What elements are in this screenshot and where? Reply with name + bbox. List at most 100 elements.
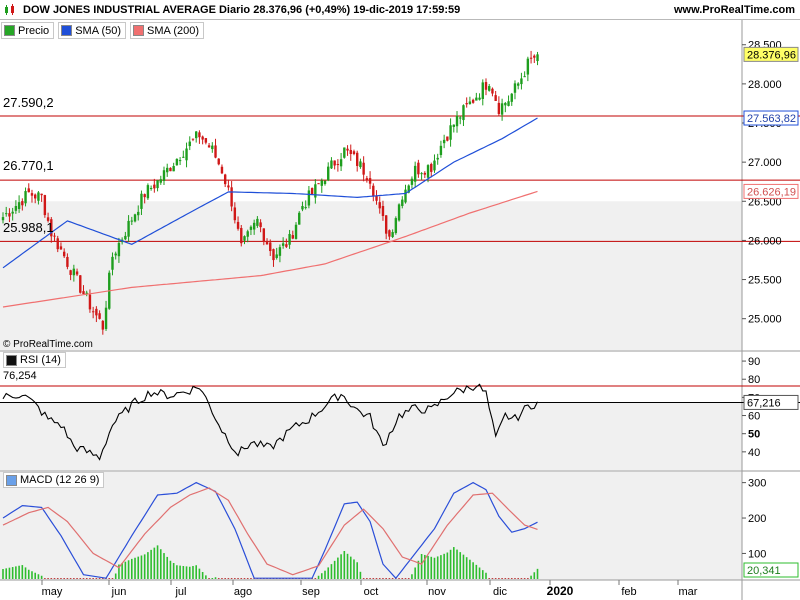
macd-hist-bar <box>153 547 156 579</box>
candle-body <box>365 178 369 181</box>
candle-body <box>304 207 307 209</box>
macd-hist-bar <box>401 578 404 579</box>
sma200-swatch <box>133 25 145 36</box>
price-tick-label: 28.000 <box>748 79 782 91</box>
candle-body <box>201 136 204 140</box>
candle-body <box>339 159 343 167</box>
macd-hist-bar <box>378 578 381 579</box>
candle-body <box>394 218 398 234</box>
macd-tick-label: 300 <box>748 478 766 490</box>
candle-body <box>172 166 175 172</box>
macd-hist-bar <box>176 565 178 579</box>
x-tick-label: dic <box>493 586 508 598</box>
candle-body <box>5 213 8 215</box>
candlestick-icon <box>5 4 14 15</box>
candle-body <box>143 194 146 198</box>
candle-body <box>391 232 394 238</box>
macd-hist-bar <box>172 563 175 579</box>
macd-hist-bar <box>398 578 400 579</box>
macd-hist-bar <box>102 578 104 579</box>
macd-pane-tag[interactable]: MACD (12 26 9) <box>3 472 105 488</box>
candle-body <box>230 187 233 207</box>
candle-body <box>436 157 439 160</box>
macd-hist-bar <box>353 559 355 579</box>
rsi-tick-label: 60 <box>748 411 760 423</box>
candle-body <box>433 160 436 171</box>
candle-body <box>175 158 179 166</box>
candle-body <box>459 117 462 119</box>
price-tick-label: 26.500 <box>748 196 782 208</box>
rsi-tick-label: 40 <box>748 447 760 459</box>
candle-body <box>117 242 121 257</box>
price-last-tag: 28.376,96 <box>747 49 796 61</box>
macd-hist-bar <box>407 578 410 579</box>
macd-hist-bar <box>85 578 88 579</box>
macd-hist-bar <box>411 574 413 579</box>
macd-tick-label: 200 <box>748 513 766 525</box>
macd-tick-label: 100 <box>748 548 766 560</box>
x-tick-label: feb <box>621 586 636 598</box>
candle-body <box>265 242 269 245</box>
macd-hist-bar <box>227 578 230 579</box>
candle-body <box>30 193 34 196</box>
macd-hist-bar <box>44 578 46 579</box>
level-label-3: 25.988,1 <box>3 220 54 235</box>
macd-hist-bar <box>491 578 494 579</box>
candle-body <box>272 249 275 261</box>
level-label-1: 27.590,2 <box>3 95 54 110</box>
sma50-swatch <box>61 25 73 36</box>
candle-body <box>43 195 47 216</box>
candle-body <box>14 205 18 211</box>
rsi-tick-label: 80 <box>748 374 760 386</box>
candle-body <box>381 206 385 217</box>
legend-item-price[interactable]: Precio <box>1 22 55 39</box>
candle-body <box>462 105 465 121</box>
candle-body <box>127 220 130 237</box>
candle-body <box>320 180 323 186</box>
macd-hist-bar <box>37 574 40 579</box>
macd-hist-bar <box>60 578 62 579</box>
macd-hist-bar <box>8 567 11 579</box>
candle-body <box>188 141 191 147</box>
macd-hist-bar <box>234 578 236 579</box>
macd-hist-bar <box>188 566 191 579</box>
sma50-last-tag: 27.563,82 <box>747 113 796 125</box>
candle-body <box>211 145 214 150</box>
price-tick-label: 27.000 <box>748 157 782 169</box>
candle-body <box>323 180 327 185</box>
candle-body <box>430 164 433 172</box>
candle-body <box>478 97 481 100</box>
candle-body <box>75 271 79 275</box>
candle-body <box>34 194 37 199</box>
macd-hist-bar <box>240 578 243 579</box>
candle-body <box>269 242 272 252</box>
macd-hist-bar <box>50 578 53 579</box>
rsi-pane-tag[interactable]: RSI (14) <box>3 352 66 368</box>
macd-hist-bar <box>224 578 226 579</box>
macd-hist-bar <box>63 578 65 579</box>
macd-hist-bar <box>382 578 384 579</box>
macd-hist-bar <box>430 556 433 579</box>
macd-signal-line <box>2 487 538 576</box>
candle-body <box>333 160 336 166</box>
macd-hist-bar <box>169 560 172 579</box>
candle-body <box>252 222 256 230</box>
candle-body <box>336 164 340 166</box>
sma200-last-tag-box <box>743 183 799 199</box>
candle-body <box>240 228 243 244</box>
macd-hist-bar <box>362 578 365 579</box>
hist-last-tag-box <box>743 562 799 578</box>
candle-body <box>349 149 352 155</box>
candle-body <box>149 187 153 189</box>
macd-hist-bar <box>417 560 420 579</box>
candle-body <box>178 160 182 162</box>
macd-hist-bar <box>24 567 27 579</box>
macd-hist-bar <box>237 578 239 579</box>
candle-body <box>452 124 455 127</box>
macd-hist-bar <box>314 578 317 579</box>
macd-hist-bar <box>436 556 439 579</box>
macd-hist-bar <box>459 552 462 579</box>
legend-item-sma50[interactable]: SMA (50) <box>58 22 127 39</box>
legend-item-sma200[interactable]: SMA (200) <box>130 22 205 39</box>
